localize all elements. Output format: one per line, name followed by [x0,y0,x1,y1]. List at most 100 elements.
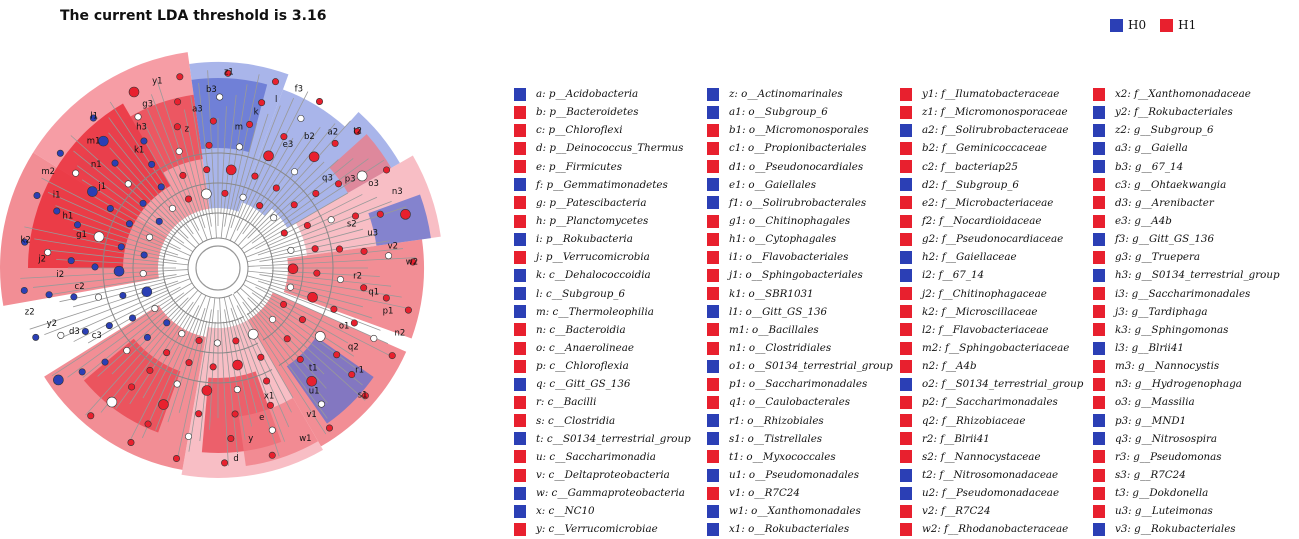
node-label: y2 [47,319,57,329]
tree-node [400,209,411,220]
tree-node [221,189,229,197]
taxon-entry: z: o__Actinomarinales [707,85,900,103]
taxon-entry: p: c__Chloroflexia [514,357,707,375]
taxon-entry: v1: o__R7C24 [707,484,900,502]
tree-node [179,171,187,179]
taxon-label: r2: f__Blrii41 [922,432,990,445]
taxon-color-swatch [900,468,912,482]
taxa-legend-column: x2: f__Xanthomonadaceae y2: f__Rokubacter… [1093,85,1286,539]
tree-branch [150,94,208,241]
node-label: t2 [353,126,362,136]
tree-node [280,229,288,237]
tree-branch [155,318,200,431]
tree-node [106,396,118,408]
taxon-entry: s: c__Clostridia [514,412,707,430]
taxon-entry: q3: g__Nitrosospira [1093,430,1286,448]
taxon-entry: q2: f__Rhizobiaceae [900,412,1093,430]
taxon-color-swatch [707,141,719,155]
tree-node [53,207,61,215]
taxon-entry: x2: f__Xanthomonadaceae [1093,85,1286,103]
tree-branch [247,161,325,239]
taxon-label: y2: f__Rokubacteriales [1115,106,1233,119]
taxon-color-swatch [1093,105,1105,119]
taxon-color-swatch [1093,160,1105,174]
taxon-label: z2: g__Subgroup_6 [1115,124,1214,137]
tree-node [266,401,274,409]
taxon-label: x: c__NC10 [536,505,595,518]
taxon-entry: z2: g__Subgroup_6 [1093,121,1286,139]
tree-branch [176,320,208,462]
tree-branch [70,135,196,249]
node-label: i1 [53,191,61,201]
tree-branch [34,238,177,262]
node-label: v2 [388,241,398,251]
taxon-label: t3: g__Dokdonella [1115,487,1209,500]
tree-branch [109,147,183,229]
taxon-entry: b1: o__Micromonosporales [707,121,900,139]
node-label: t1 [309,364,318,374]
tree-node [247,328,259,340]
legend-label-h0: H0 [1128,18,1147,32]
tree-node [175,147,183,155]
taxon-entry: j: p__Verrucomicrobia [514,248,707,266]
node-label: a2 [327,128,338,138]
taxon-entry: o: c__Anaerolineae [514,339,707,357]
taxon-label: m3: g__Nannocystis [1115,360,1220,373]
taxon-color-swatch [707,486,719,500]
tree-node [33,191,41,199]
tree-node [168,204,176,212]
taxon-entry: g1: o__Chitinophagales [707,212,900,230]
taxon-label: g: p__Patescibacteria [536,196,647,209]
taxon-entry: q: c__Gitt_GS_136 [514,375,707,393]
tree-node [314,331,326,342]
taxon-entry: s2: f__Nannocystaceae [900,448,1093,466]
taxon-label: y: c__Verrucomicrobiae [536,523,658,536]
node-label: y1 [152,77,162,87]
taxon-color-swatch [1093,522,1105,536]
tree-branch [209,321,216,430]
tree-node [216,93,224,101]
tree-node [209,117,217,125]
taxon-label: j1: o__Sphingobacteriales [729,269,863,282]
taxon-label: u3: g__Luteimonas [1115,505,1213,518]
tree-node [409,258,417,266]
taxon-color-swatch [1093,250,1105,264]
taxon-label: k1: o__SBR1031 [729,287,814,300]
tree-node [268,451,276,459]
taxon-color-swatch [514,268,526,282]
node-label: p1 [383,307,394,317]
taxon-entry: r1: o__Rhizobiales [707,412,900,430]
taxon-label: a: p__Acidobacteria [536,88,639,101]
tree-branch [100,309,185,413]
tree-node [251,172,259,180]
tree-branch [220,106,227,215]
tree-node [201,188,212,200]
taxon-label: q: c__Gitt_GS_136 [536,378,631,391]
taxon-entry: q1: o__Caulobacterales [707,393,900,411]
taxon-color-swatch [514,486,526,500]
taxon-entry: o3: g__Massilia [1093,393,1286,411]
tree-node [201,385,213,396]
node-label: q1 [368,287,379,297]
taxon-label: h: p__Planctomycetes [536,215,649,228]
tree-node [139,199,147,207]
tree-node [176,73,184,81]
node-label: k [254,108,259,118]
tree-node [21,238,29,246]
node-label: j2 [37,254,46,264]
clade-highlight-band [191,78,268,153]
taxon-color-swatch [707,105,719,119]
tree-node [140,251,148,259]
tree-node [287,263,299,275]
taxon-label: m1: o__Bacillales [729,323,819,336]
node-label: f3 [295,85,303,95]
taxon-entry: i: p__Rokubacteria [514,230,707,248]
taxon-color-swatch [514,160,526,174]
tree-node [311,245,319,253]
taxon-color-swatch [900,214,912,228]
node-label: d3 [69,327,80,337]
taxon-label: k2: f__Microscillaceae [922,305,1038,318]
taxon-label: o3: g__Massilia [1115,396,1195,409]
taxon-label: f: p__Gemmatimonadetes [536,178,668,191]
tree-branch [178,123,205,216]
